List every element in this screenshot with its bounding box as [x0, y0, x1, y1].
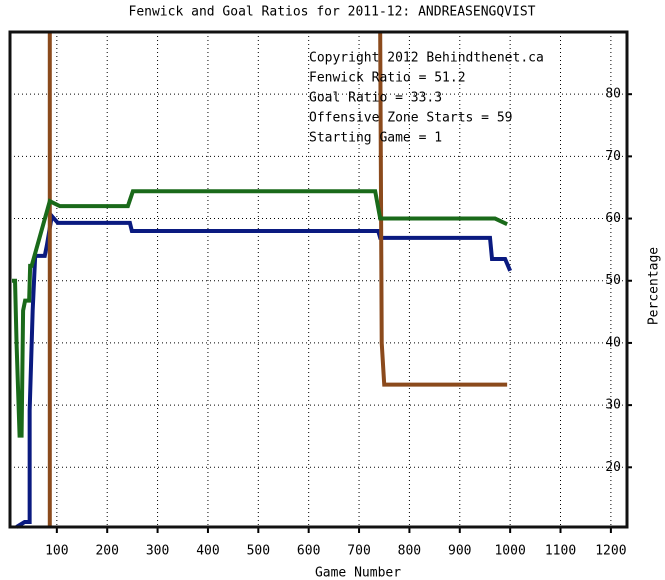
series-line	[15, 211, 512, 529]
x-tick-label: 1000	[494, 544, 525, 559]
x-tick-label: 200	[95, 544, 118, 559]
lines	[12, 31, 512, 529]
y-tick-label: 60	[605, 211, 621, 226]
y-axis-label: Percentage	[647, 247, 662, 325]
labels: 100 200 300 400 500 600 700 800 900 1000 1100 1200 2…	[45, 51, 626, 559]
legend-entry: Offensive Zone Starts = 59	[309, 111, 513, 126]
x-axis-label: Game Number	[315, 566, 401, 580]
x-tick-label: 900	[448, 544, 471, 559]
x-tick-label: 100	[45, 544, 68, 559]
y-tick-label: 80	[605, 87, 621, 102]
y-tick-label: 50	[605, 273, 621, 288]
annotation: Starting Game = 1	[309, 131, 442, 146]
plot-border	[8, 30, 629, 529]
plot-area	[10, 32, 627, 527]
x-tick-label: 1200	[595, 544, 626, 559]
x-tick-label: 400	[196, 544, 219, 559]
x-tick-label: 300	[146, 544, 169, 559]
y-tick-label: 30	[605, 398, 621, 413]
legend-entry: Goal Ratio = 33.3	[309, 91, 442, 106]
y-tick-label: 70	[605, 149, 621, 164]
annotation: Copyright 2012 Behindthenet.ca	[309, 51, 544, 66]
x-tick-label: 500	[247, 544, 270, 559]
legend-entry: Fenwick Ratio = 51.2	[309, 71, 466, 86]
grid	[10, 32, 632, 533]
x-tick-label: 1100	[545, 544, 576, 559]
chart-title: Fenwick and Goal Ratios for 2011-12: AND…	[129, 5, 536, 20]
series-line	[47, 31, 508, 527]
x-tick-label: 700	[347, 544, 370, 559]
series-line	[12, 189, 508, 438]
y-tick-label: 20	[605, 460, 621, 475]
x-tick-label: 800	[398, 544, 421, 559]
x-tick-label: 600	[297, 544, 320, 559]
y-tick-label: 40	[605, 335, 621, 350]
